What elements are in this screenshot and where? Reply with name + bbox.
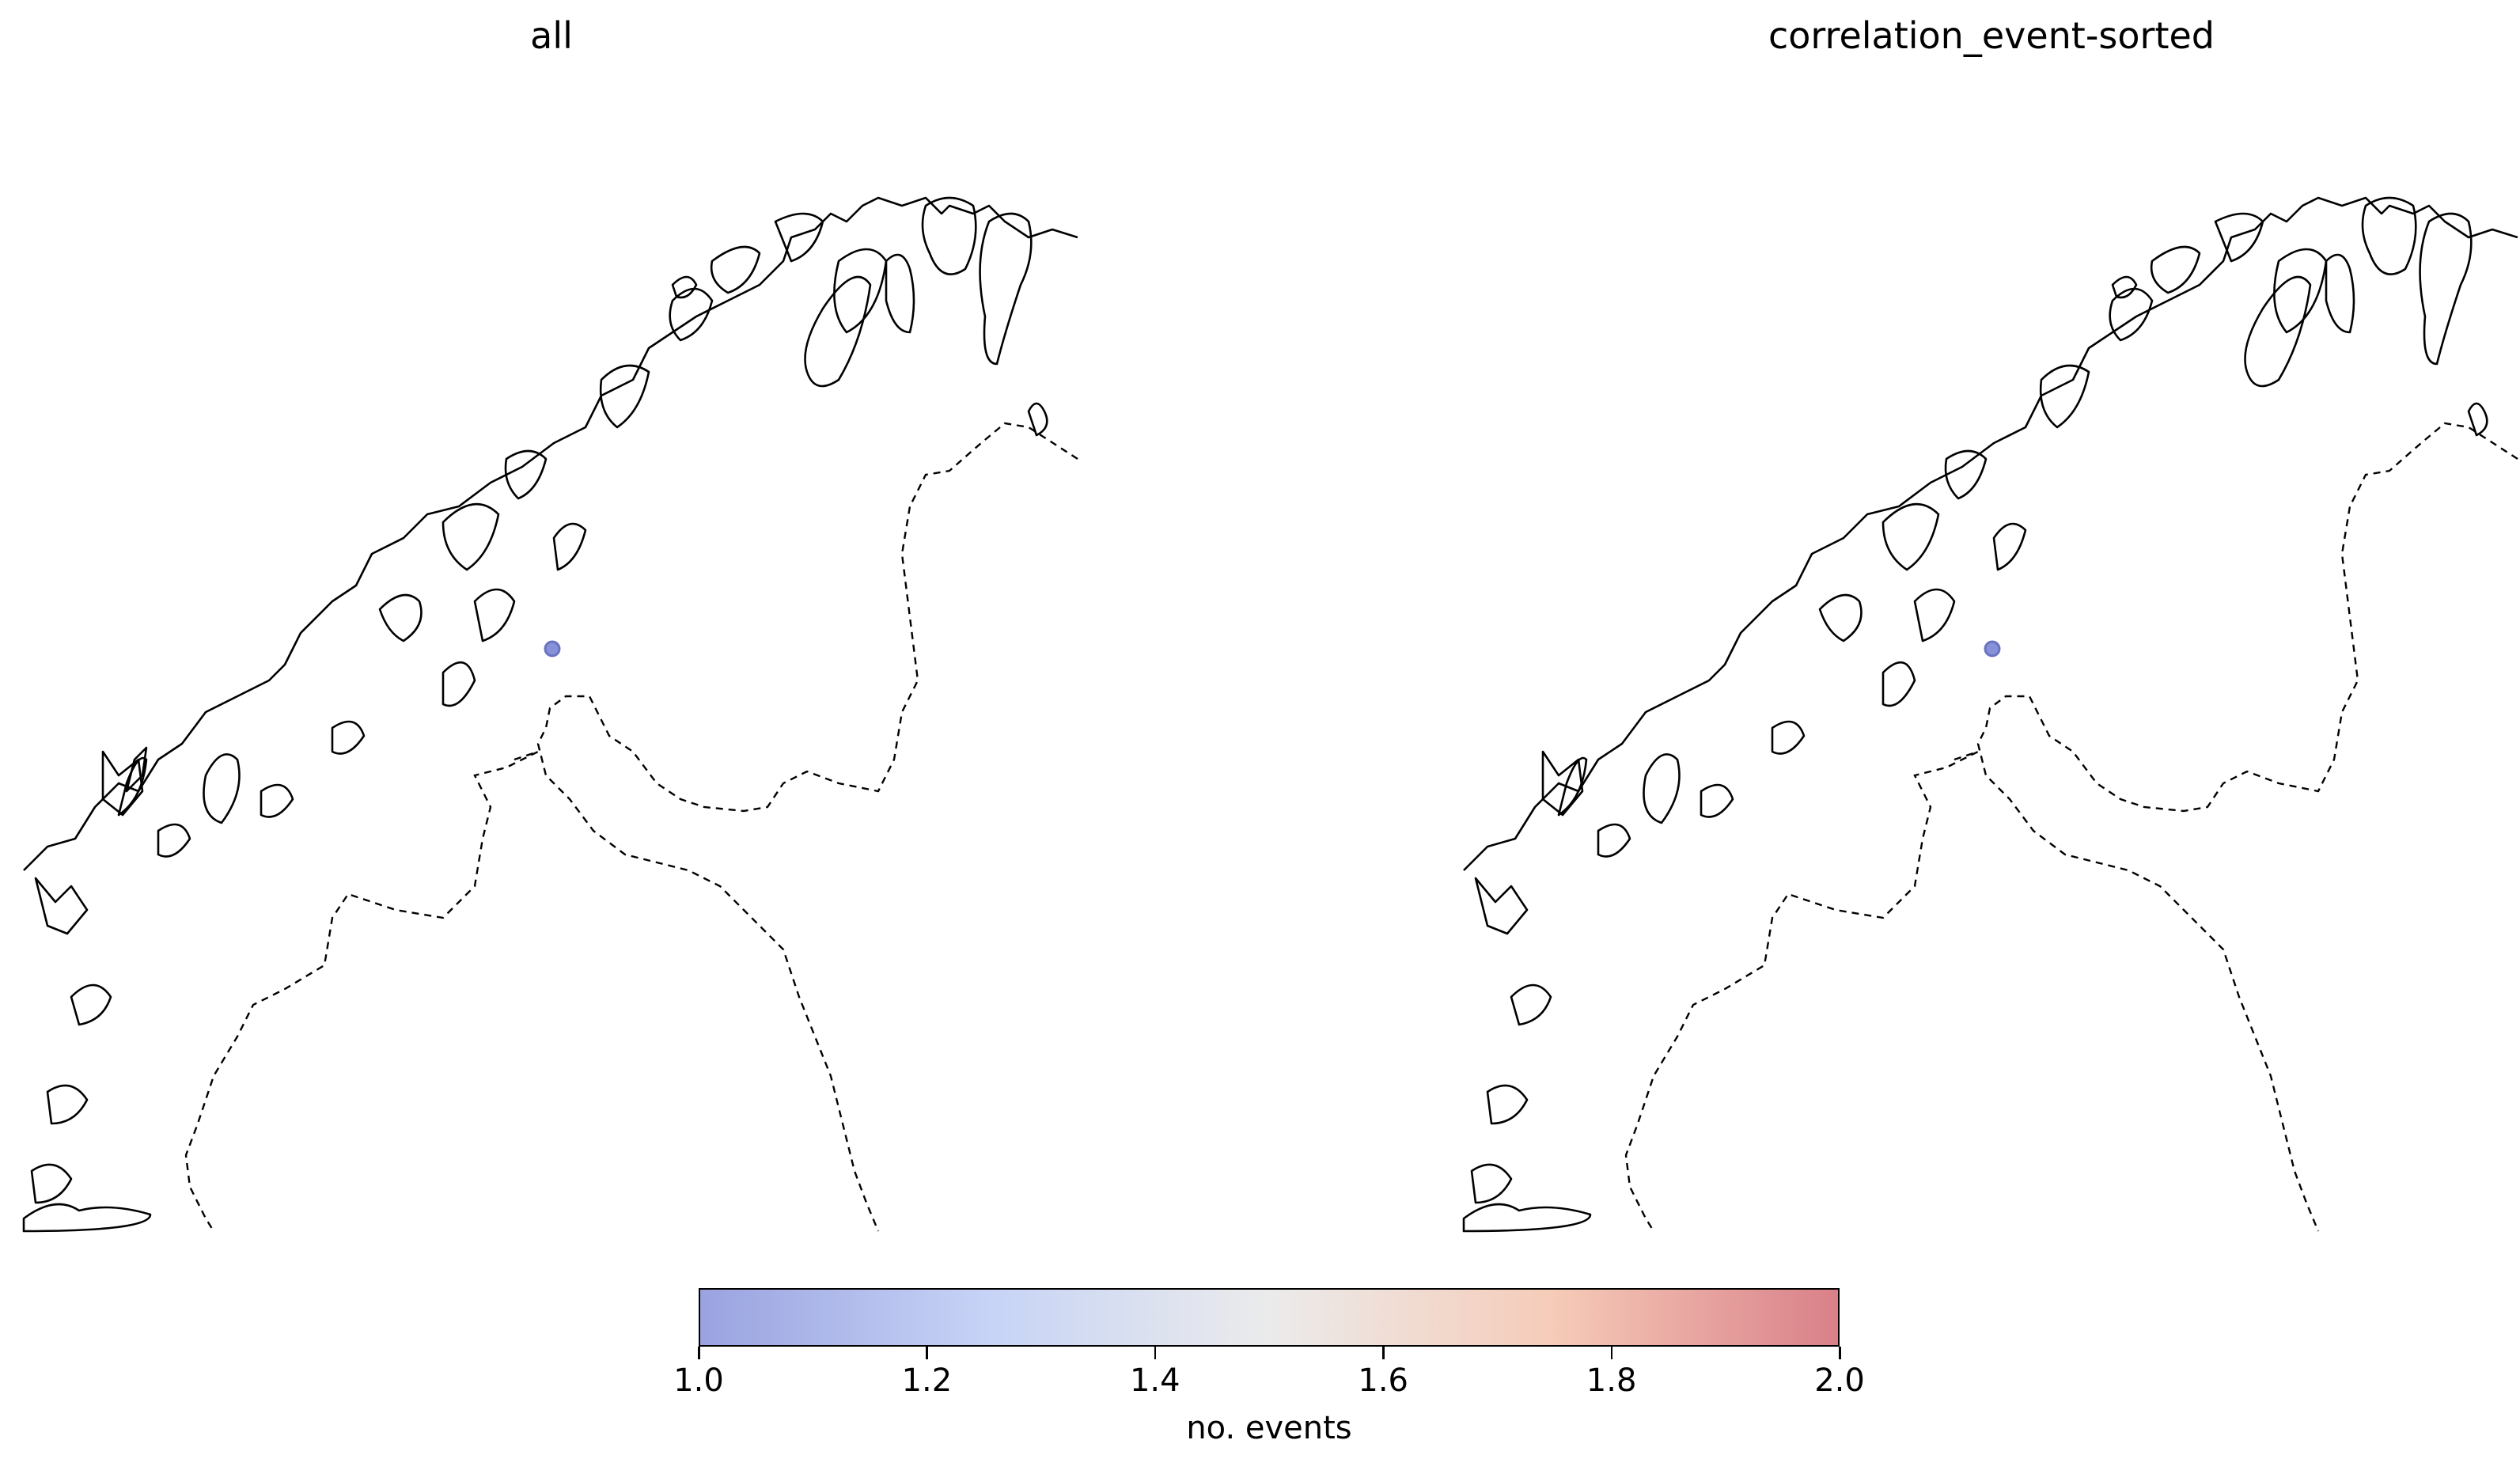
colorbar-tick: [1154, 1347, 1157, 1359]
colorbar-tick-label: 1.6: [1358, 1362, 1408, 1399]
colorbar-tick: [698, 1347, 700, 1359]
panel-title-all: all: [530, 14, 573, 57]
event-marker: [544, 640, 561, 657]
colorbar: [699, 1288, 1840, 1347]
coastline: [22, 196, 1078, 1233]
colorbar-tick-label: 2.0: [1814, 1362, 1865, 1399]
colorbar-label: no. events: [1186, 1410, 1352, 1446]
colorbar-tick-label: 1.0: [673, 1362, 724, 1399]
colorbar-tick-label: 1.4: [1129, 1362, 1180, 1399]
map-panel-correlation-event-sorted: [1462, 196, 2518, 1233]
event-marker: [1984, 640, 2001, 657]
coastline: [1462, 196, 2518, 1233]
colorbar-tick: [1382, 1347, 1385, 1359]
colorbar-tick-label: 1.2: [901, 1362, 953, 1399]
colorbar-gradient: [700, 1290, 1838, 1345]
colorbar-tick: [926, 1347, 928, 1359]
map-panel-all: [22, 196, 1078, 1233]
panel-title-correlation: correlation_event-sorted: [1768, 14, 2215, 57]
border-lines: [1624, 422, 2518, 1232]
colorbar-tick: [1610, 1347, 1613, 1359]
colorbar-tick: [1839, 1347, 1841, 1359]
colorbar-tick-label: 1.8: [1586, 1362, 1637, 1399]
border-lines: [184, 422, 1078, 1232]
